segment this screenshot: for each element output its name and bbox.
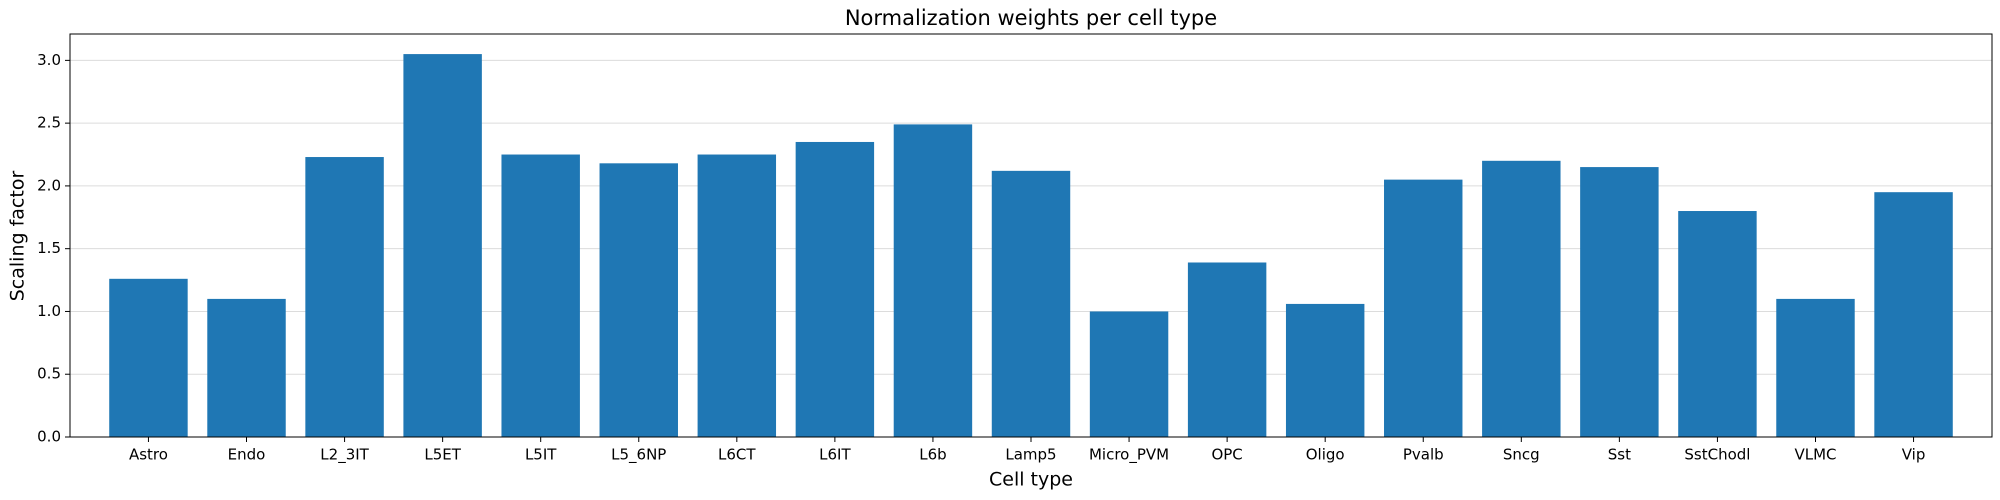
bar: [207, 298, 286, 437]
y-tick-label: 2.5: [37, 114, 61, 132]
x-tick-label: L6b: [919, 446, 946, 464]
bar: [1678, 211, 1757, 437]
x-tick-label: Micro_PVM: [1089, 446, 1169, 465]
plot-frame: [69, 33, 1993, 438]
x-tick-label: L6IT: [819, 446, 851, 464]
bar: [893, 124, 973, 438]
bar: [305, 157, 384, 437]
y-tick-label: 2.0: [37, 176, 61, 194]
bar: [1384, 179, 1463, 438]
bar: [795, 141, 875, 437]
x-tick-label: Pvalb: [1403, 446, 1444, 464]
bar: [1776, 298, 1855, 437]
x-tick-label: OPC: [1211, 446, 1242, 464]
bar: [1187, 262, 1267, 437]
x-tick-label: L5IT: [525, 446, 557, 464]
x-tick-label: L5ET: [424, 446, 461, 464]
y-axis-label: Scaling factor: [7, 171, 29, 302]
bar: [599, 163, 678, 437]
bar: [991, 170, 1071, 437]
x-tick-label: Vip: [1902, 446, 1926, 464]
bar: [697, 154, 777, 437]
x-tick-label: SstChodl: [1684, 446, 1750, 464]
y-tick-label: 3.0: [37, 51, 61, 69]
bar: [109, 278, 188, 437]
bar: [1482, 160, 1561, 437]
x-tick-label: L2_3IT: [320, 446, 369, 465]
x-tick-label: Sncg: [1503, 446, 1540, 464]
bar: [501, 154, 580, 437]
x-tick-label: VLMC: [1794, 446, 1836, 464]
y-tick-label: 0.0: [37, 428, 61, 446]
y-tick-label: 1.0: [37, 302, 61, 320]
chart-title: Normalization weights per cell type: [845, 6, 1217, 30]
bar: [1285, 303, 1365, 437]
bar: [1089, 311, 1169, 437]
x-tick-label: Lamp5: [1005, 446, 1056, 464]
y-tick-label: 0.5: [37, 365, 61, 383]
x-tick-label: Endo: [228, 446, 266, 464]
bar: [1580, 167, 1659, 437]
x-tick-label: Sst: [1608, 446, 1631, 464]
y-tick-label: 1.5: [37, 239, 61, 257]
bar: [403, 54, 482, 438]
x-tick-label: L6CT: [718, 446, 756, 464]
x-tick-label: Astro: [129, 446, 168, 464]
bar: [1874, 192, 1953, 437]
x-tick-label: L5_6NP: [611, 446, 666, 465]
x-tick-label: Oligo: [1306, 446, 1345, 464]
x-axis-label: Cell type: [989, 469, 1073, 491]
